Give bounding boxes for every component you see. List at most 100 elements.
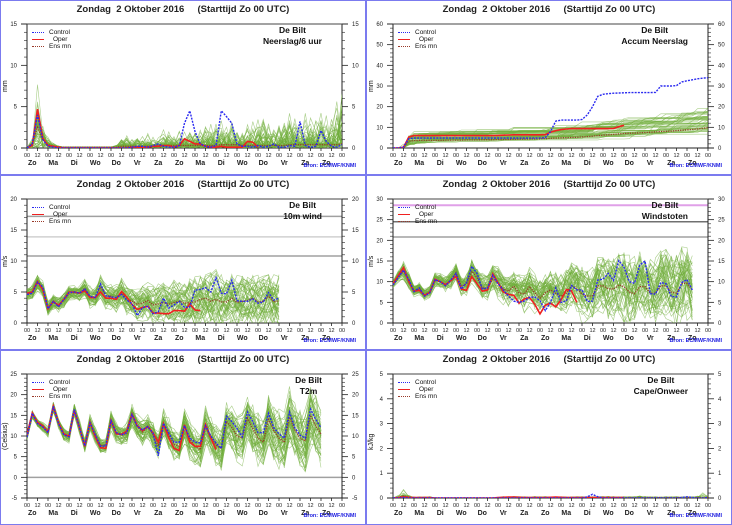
legend-swatch-oper (398, 214, 410, 215)
ensemble-member-line (27, 394, 322, 446)
x-tick-label: 12 (265, 328, 271, 334)
legend-item-control: Control (398, 379, 437, 386)
legend-item-control: Control (32, 29, 71, 36)
x-tick-label: 00 (66, 153, 72, 159)
y-tick-label: 30 (376, 197, 383, 203)
x-tick-label: 12 (307, 328, 313, 334)
day-label: Wo (603, 335, 614, 342)
legend-item-oper: Oper (398, 211, 437, 218)
y-tick-label: 4 (380, 397, 384, 403)
x-tick-label: 00 (432, 153, 438, 159)
day-label: Zo (28, 160, 37, 167)
x-tick-label: 00 (474, 503, 480, 509)
x-tick-label: 00 (213, 328, 219, 334)
ensemble-member-line (27, 116, 342, 148)
x-tick-label: 00 (495, 153, 501, 159)
y-tick-label: 50 (376, 43, 383, 49)
x-tick-label: 00 (339, 328, 345, 334)
y-tick-label-right: 15 (352, 22, 359, 28)
day-label: Di (218, 510, 225, 517)
x-tick-label: 00 (276, 503, 282, 509)
x-tick-label: 12 (652, 503, 658, 509)
x-tick-label: 00 (663, 503, 669, 509)
y-tick-label: 30 (376, 84, 383, 90)
day-label: Vr (500, 335, 507, 342)
station-label: De Bilt Windstoten (642, 200, 688, 222)
variable-name: Accum Neerslag (621, 36, 688, 46)
x-tick-label: 00 (663, 153, 669, 159)
x-tick-label: 00 (432, 503, 438, 509)
ensemble-member-line (27, 285, 280, 323)
legend-item-oper: Oper (32, 36, 71, 43)
x-tick-label: 12 (631, 503, 637, 509)
x-tick-label: 00 (87, 153, 93, 159)
x-tick-label: 12 (526, 153, 532, 159)
day-label: Zo (688, 335, 697, 342)
y-axis-label: m/s (2, 255, 9, 267)
x-tick-label: 00 (150, 503, 156, 509)
x-tick-label: 00 (558, 328, 564, 334)
x-tick-label: 12 (328, 503, 334, 509)
day-label: Vr (281, 160, 288, 167)
day-label: Vr (647, 160, 654, 167)
x-tick-label: 12 (286, 503, 292, 509)
x-tick-label: 00 (390, 328, 396, 334)
x-tick-label: 00 (642, 153, 648, 159)
ensemble-member-line (27, 281, 280, 313)
y-tick-label-right: 10 (352, 434, 359, 440)
legend-item-control: Control (32, 204, 71, 211)
y-tick-label-right: 3 (718, 422, 722, 428)
x-tick-label: 12 (160, 503, 166, 509)
legend-item-ensmean: Ens mn (398, 218, 437, 225)
day-label: Za (301, 335, 309, 342)
x-tick-label: 12 (328, 153, 334, 159)
legend-label: Oper (419, 36, 434, 43)
x-tick-label: 12 (286, 153, 292, 159)
ensemble-member-line (393, 129, 708, 148)
x-tick-label: 00 (474, 328, 480, 334)
x-tick-label: 00 (390, 503, 396, 509)
x-tick-label: 12 (589, 503, 595, 509)
day-label: Ma (48, 510, 58, 517)
day-label: Za (301, 160, 309, 167)
x-tick-label: 00 (516, 153, 522, 159)
chart-legend: Control Oper Ens mn (32, 204, 71, 225)
station-label: De Bilt Accum Neerslag (621, 25, 688, 47)
x-tick-label: 00 (108, 503, 114, 509)
y-tick-label: 25 (10, 372, 17, 378)
day-label: Zo (175, 160, 184, 167)
day-label: Wo (90, 510, 101, 517)
day-label: Do (112, 335, 121, 342)
day-label: Ma (561, 160, 571, 167)
legend-swatch-oper (398, 39, 410, 40)
day-label: Di (71, 335, 78, 342)
x-tick-label: 00 (297, 153, 303, 159)
x-tick-label: 12 (589, 153, 595, 159)
x-tick-label: 00 (621, 503, 627, 509)
y-tick-label-right: 5 (352, 455, 356, 461)
source-credit: Bron: ECMWF/KNMI (669, 338, 722, 344)
day-label: Za (520, 510, 528, 517)
x-tick-label: 12 (526, 503, 532, 509)
legend-label: Ens mn (415, 218, 438, 225)
legend-label: Control (415, 379, 436, 386)
x-tick-label: 00 (234, 503, 240, 509)
x-tick-label: 00 (411, 503, 417, 509)
x-tick-label: 12 (652, 328, 658, 334)
variable-name: 10m wind (283, 211, 322, 221)
legend-swatch-ensmean (398, 396, 410, 397)
day-label: Wo (456, 160, 467, 167)
day-label: Wo (237, 510, 248, 517)
ensemble-member-line (27, 112, 342, 148)
x-tick-label: 00 (579, 153, 585, 159)
day-label: Zo (175, 510, 184, 517)
legend-swatch-oper (32, 214, 44, 215)
plot-area (27, 386, 322, 473)
y-axis-label: mm (2, 80, 9, 92)
station-name: De Bilt (289, 200, 317, 210)
x-tick-label: 00 (339, 153, 345, 159)
x-tick-label: 00 (150, 153, 156, 159)
x-tick-label: 12 (265, 503, 271, 509)
